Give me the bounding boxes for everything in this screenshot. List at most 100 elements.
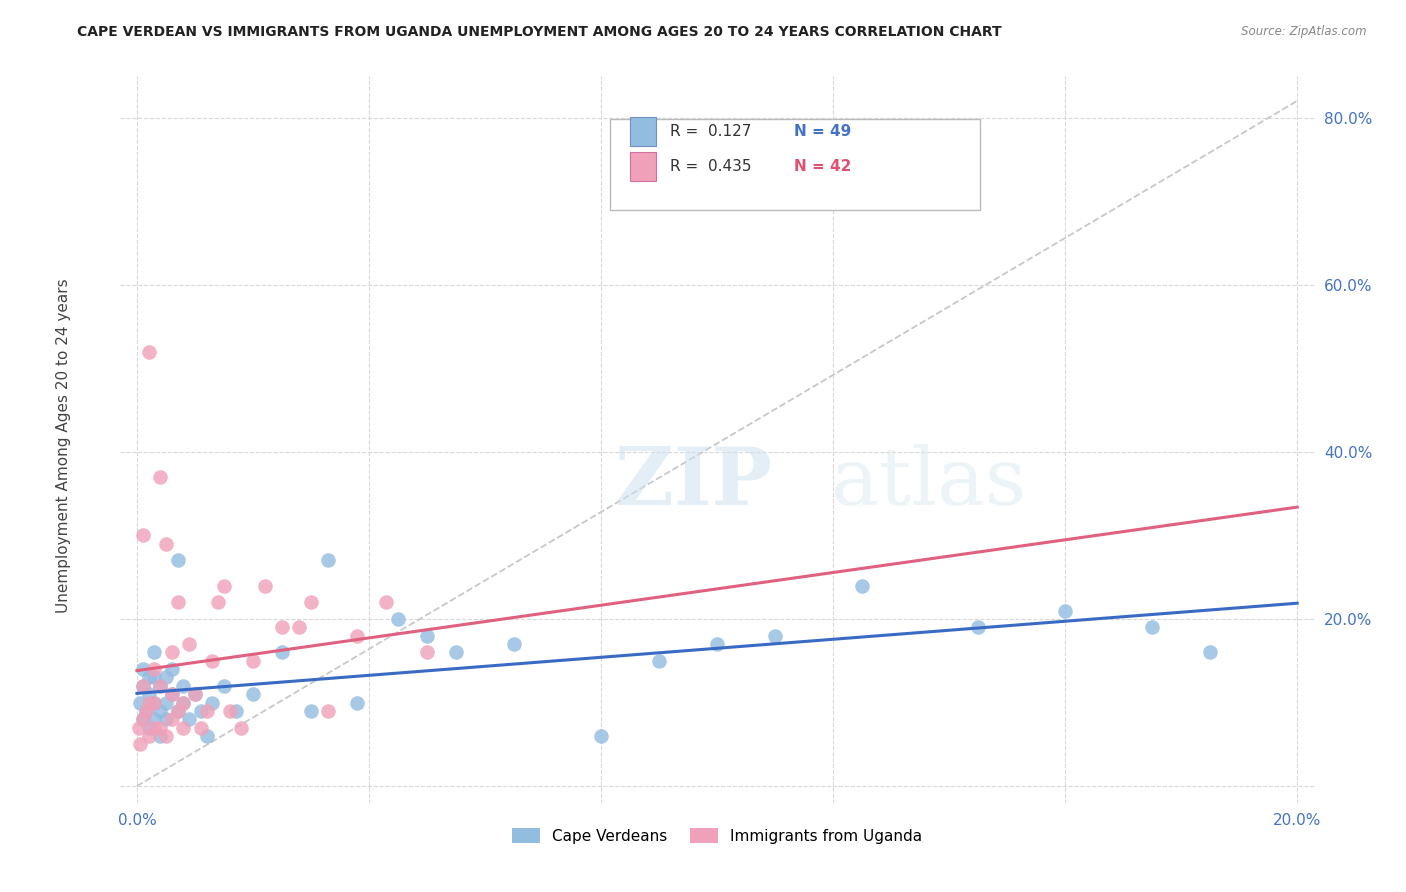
Text: CAPE VERDEAN VS IMMIGRANTS FROM UGANDA UNEMPLOYMENT AMONG AGES 20 TO 24 YEARS CO: CAPE VERDEAN VS IMMIGRANTS FROM UGANDA U… [77, 25, 1002, 39]
Point [190, 704, 212, 718]
Point [128, 696, 150, 710]
Point [149, 679, 172, 693]
Point [138, 344, 160, 359]
Point [155, 537, 177, 551]
Point [218, 704, 240, 718]
Point [138, 729, 160, 743]
Text: N = 49: N = 49 [793, 124, 851, 139]
FancyBboxPatch shape [610, 120, 980, 211]
Point [299, 595, 322, 609]
Point [132, 679, 155, 693]
Point [138, 687, 160, 701]
Point [143, 696, 166, 710]
Point [1140, 620, 1163, 634]
Point [195, 704, 218, 718]
Point [132, 528, 155, 542]
FancyBboxPatch shape [630, 117, 657, 146]
Point [763, 629, 786, 643]
Point [253, 578, 276, 592]
Point [143, 662, 166, 676]
Point [706, 637, 728, 651]
Point [132, 712, 155, 726]
Point [166, 704, 188, 718]
Point [967, 620, 990, 634]
Point [132, 662, 155, 676]
Point [271, 645, 294, 659]
Point [160, 687, 183, 701]
Point [212, 679, 235, 693]
Point [155, 670, 177, 684]
Point [149, 721, 172, 735]
Legend: Cape Verdeans, Immigrants from Uganda: Cape Verdeans, Immigrants from Uganda [506, 822, 928, 850]
Point [172, 721, 194, 735]
Point [128, 737, 150, 751]
Point [172, 679, 194, 693]
Point [155, 696, 177, 710]
Point [416, 645, 439, 659]
Point [138, 721, 160, 735]
Point [172, 696, 194, 710]
Point [138, 670, 160, 684]
Point [207, 595, 229, 609]
Point [179, 637, 201, 651]
Point [135, 704, 157, 718]
Point [589, 729, 612, 743]
Point [503, 637, 526, 651]
Point [271, 620, 294, 634]
Point [387, 612, 409, 626]
Point [172, 696, 194, 710]
Point [149, 729, 172, 743]
Point [288, 620, 311, 634]
Text: R =  0.127: R = 0.127 [671, 124, 752, 139]
Point [375, 595, 398, 609]
Point [184, 687, 207, 701]
Point [444, 645, 467, 659]
Point [132, 679, 155, 693]
Point [149, 704, 172, 718]
Point [179, 712, 201, 726]
Point [143, 721, 166, 735]
Point [143, 696, 166, 710]
Point [648, 654, 671, 668]
Point [160, 712, 183, 726]
Point [166, 704, 188, 718]
Point [149, 679, 172, 693]
Point [128, 721, 150, 735]
Point [138, 696, 160, 710]
Point [160, 687, 183, 701]
Point [143, 712, 166, 726]
Text: atlas: atlas [831, 444, 1026, 522]
Point [166, 595, 188, 609]
Point [184, 687, 207, 701]
Point [346, 629, 368, 643]
Text: Source: ZipAtlas.com: Source: ZipAtlas.com [1241, 25, 1367, 38]
FancyBboxPatch shape [630, 153, 657, 181]
Point [299, 704, 322, 718]
Point [155, 729, 177, 743]
Point [242, 687, 264, 701]
Point [166, 553, 188, 567]
Text: N = 42: N = 42 [793, 159, 851, 174]
Point [416, 629, 439, 643]
Point [1054, 604, 1077, 618]
Point [149, 470, 172, 484]
Point [231, 721, 253, 735]
Point [190, 721, 212, 735]
Text: Unemployment Among Ages 20 to 24 years: Unemployment Among Ages 20 to 24 years [56, 278, 70, 614]
Point [160, 662, 183, 676]
Point [143, 645, 166, 659]
Point [155, 712, 177, 726]
Point [225, 704, 247, 718]
Point [1199, 645, 1222, 659]
Point [201, 696, 224, 710]
Point [318, 553, 340, 567]
Point [195, 729, 218, 743]
Text: ZIP: ZIP [616, 444, 772, 522]
Text: R =  0.435: R = 0.435 [671, 159, 752, 174]
Point [143, 670, 166, 684]
Point [346, 696, 368, 710]
Point [242, 654, 264, 668]
Point [212, 578, 235, 592]
Point [201, 654, 224, 668]
Point [135, 704, 157, 718]
